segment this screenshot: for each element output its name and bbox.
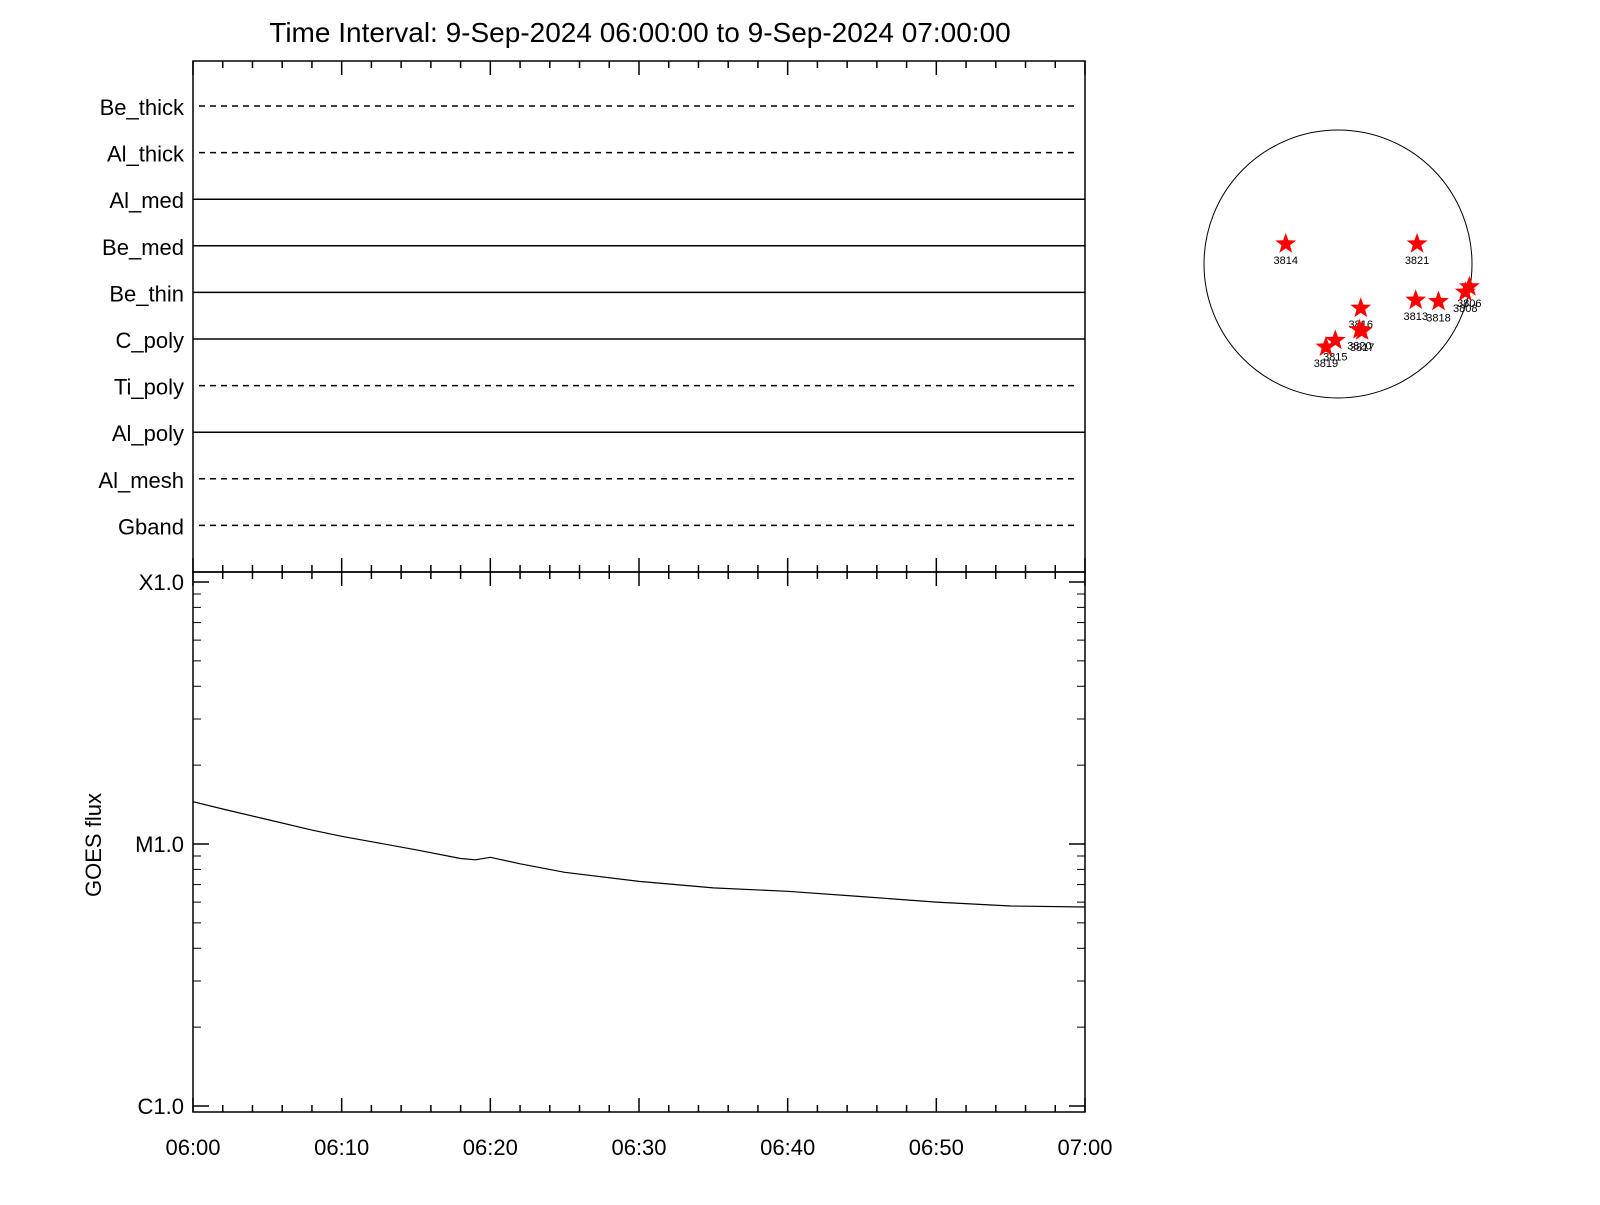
goes-x-tick-label: 06:50	[909, 1135, 964, 1160]
filter-row-label: Be_thick	[100, 95, 185, 120]
active-region-star	[1454, 281, 1476, 301]
filter-row-label: Be_med	[102, 235, 184, 260]
active-region-star	[1315, 336, 1337, 356]
active-region-label: 3818	[1426, 313, 1450, 325]
solar-disk-outline	[1203, 129, 1473, 399]
goes-y-axis-label: GOES flux	[81, 793, 106, 897]
active-region-label: 3806	[1457, 298, 1481, 310]
goes-x-tick-label: 06:40	[760, 1135, 815, 1160]
goes-flux-line	[192, 801, 1086, 908]
goes-y-tick-label: M1.0	[135, 832, 184, 857]
active-region-star	[1428, 290, 1449, 311]
active-region-label: 3814	[1273, 255, 1297, 267]
filter-row-label: Al_poly	[112, 421, 184, 446]
filter-row-label: Al_thick	[107, 142, 185, 167]
goes-x-tick-label: 06:00	[165, 1135, 220, 1160]
active-region-label: 3817	[1350, 342, 1374, 354]
goes-x-tick-label: 07:00	[1057, 1135, 1112, 1160]
active-region-star	[1350, 297, 1372, 318]
goes-y-tick-label: X1.0	[139, 570, 184, 595]
filter-panel: Be_thick Al_thick Al_med Be_med Be_thin C_pol…	[98, 60, 1086, 573]
active-region-star	[1324, 329, 1346, 350]
filter-row-label: Ti_poly	[114, 375, 184, 400]
chart-title: Time Interval: 9-Sep-2024 06:00:00 to 9-…	[269, 17, 1010, 48]
filter-row-label: C_poly	[116, 328, 184, 353]
goes-y-tick-label: C1.0	[138, 1094, 184, 1119]
goes-panel: 06:00 06:10 06:20 06:30 06:40 06:50 07:00 X1.0 M…	[81, 570, 1113, 1160]
goes-x-tick-label: 06:20	[463, 1135, 518, 1160]
active-region-label: 3820	[1347, 341, 1371, 353]
active-region-star	[1405, 289, 1427, 310]
filter-row-label: Al_med	[109, 188, 184, 213]
active-region-label: 3815	[1323, 351, 1347, 363]
active-region-label: 3819	[1314, 358, 1338, 370]
active-region-star	[1406, 232, 1428, 253]
solar-disk-panel: 3814382138063808381338183816382038173815…	[1203, 129, 1482, 399]
filter-row-label: Gband	[118, 514, 184, 539]
active-region-label: 3821	[1405, 255, 1429, 267]
active-region-label: 3808	[1453, 303, 1477, 315]
active-region-star	[1458, 275, 1480, 296]
filter-row-label: Al_mesh	[98, 468, 184, 493]
active-region-star	[1351, 320, 1373, 340]
goes-x-tick-label: 06:30	[611, 1135, 666, 1160]
active-region-star	[1275, 232, 1297, 253]
filter-panel-frame	[192, 60, 1086, 573]
active-region-label: 3813	[1403, 311, 1427, 323]
filter-row-label: Be_thin	[109, 281, 184, 306]
goes-panel-frame	[192, 571, 1086, 1113]
goes-x-tick-label: 06:10	[314, 1135, 369, 1160]
